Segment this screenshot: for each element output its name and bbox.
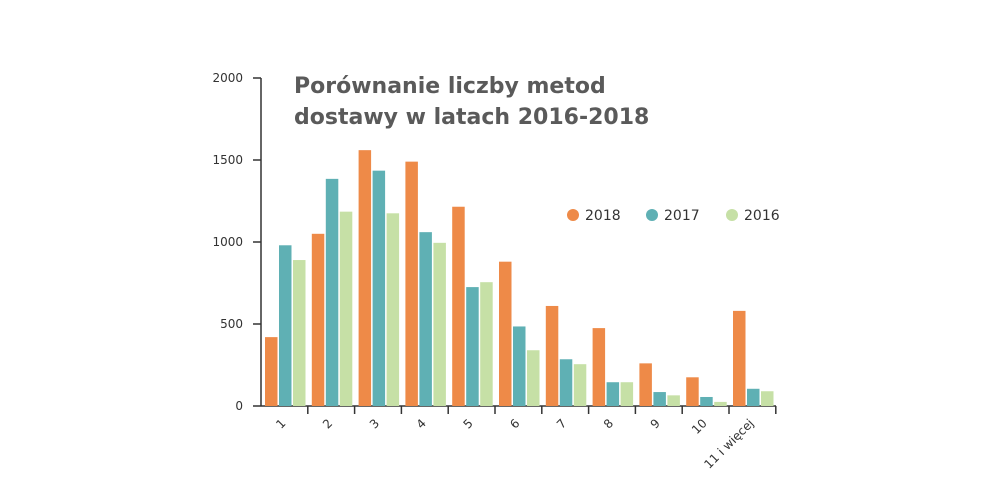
bar-2017-11-i-więcej [747, 388, 760, 406]
legend-label-2017: 2017 [664, 208, 700, 224]
bar-2018-11-i-więcej [733, 310, 746, 406]
bar-2018-5 [452, 206, 465, 406]
bar-2018-4 [405, 161, 418, 406]
bar-2017-3 [372, 170, 386, 406]
chart-title-line-2: dostawy w latach 2016-2018 [294, 105, 649, 130]
bar-2016-5 [480, 282, 493, 406]
x-tick-label: 3 [367, 416, 382, 431]
x-tick-label: 4 [414, 416, 429, 431]
bar-2018-1 [265, 337, 278, 406]
bar-2018-7 [545, 305, 559, 406]
legend-swatch-2018 [567, 209, 579, 221]
bar-2018-3 [358, 150, 372, 406]
bar-2018-9 [639, 363, 652, 406]
bar-2017-2 [325, 178, 339, 406]
legend: 2018 2017 2016 [567, 208, 780, 224]
bar-2017-8 [606, 382, 620, 406]
bar-2016-8 [620, 382, 634, 406]
bar-2018-2 [311, 233, 325, 406]
x-tick-label: 5 [460, 416, 475, 431]
bar-2018-10 [686, 377, 699, 406]
legend-label-2018: 2018 [585, 208, 621, 224]
bars [265, 150, 774, 406]
bar-2017-9 [653, 392, 666, 406]
y-tick-label: 0 [235, 399, 243, 413]
bar-2017-5 [466, 287, 479, 406]
bar-2017-4 [419, 232, 432, 406]
legend-label-2016: 2016 [744, 208, 780, 224]
x-tick-label: 10 [689, 416, 710, 437]
bar-2016-4 [433, 242, 446, 406]
bar-2016-2 [339, 211, 353, 406]
x-tick-label: 6 [507, 416, 522, 431]
y-tick-label: 1500 [212, 153, 243, 167]
bar-2017-6 [513, 326, 526, 406]
bar-2018-6 [499, 261, 512, 406]
x-tick-label: 11 i więcej [701, 416, 756, 471]
x-tick-label: 1 [273, 416, 288, 431]
bar-2018-8 [592, 328, 606, 406]
bar-2017-1 [279, 245, 292, 406]
x-tick-label: 8 [601, 416, 616, 431]
chart-title-line-1: Porównanie liczby metod [294, 74, 606, 99]
bar-2016-11-i-więcej [761, 391, 774, 406]
bar-2016-6 [527, 350, 540, 406]
bar-2016-1 [293, 260, 306, 406]
legend-swatch-2016 [726, 209, 738, 221]
x-tick-label: 7 [554, 416, 569, 431]
bar-2017-10 [700, 396, 713, 406]
bar-2017-7 [559, 359, 573, 406]
bar-2016-10 [714, 401, 727, 406]
bar-2016-3 [386, 213, 400, 406]
bar-2016-9 [667, 395, 680, 406]
y-tick-label: 1000 [212, 235, 243, 249]
y-tick-label: 2000 [212, 71, 243, 85]
legend-swatch-2017 [646, 209, 658, 221]
x-tick-label: 9 [648, 416, 663, 431]
bar-2016-7 [573, 364, 587, 406]
y-tick-label: 500 [220, 317, 243, 331]
chart-title: Porównanie liczby metod dostawy w latach… [294, 74, 649, 130]
x-tick-label: 2 [320, 416, 335, 431]
